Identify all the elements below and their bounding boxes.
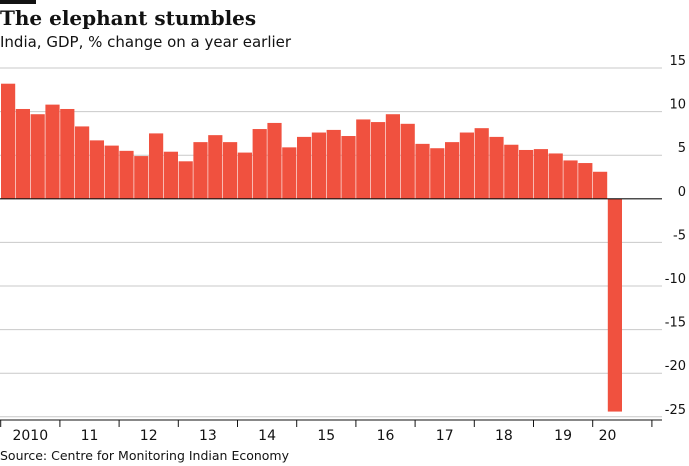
- x-tick-label: 13: [199, 428, 217, 444]
- bar: [400, 123, 415, 199]
- x-tick-label: 19: [554, 428, 572, 444]
- bar: [89, 140, 104, 199]
- x-tick-label: 15: [317, 428, 335, 444]
- bar: [134, 156, 149, 199]
- y-tick-label: -25: [665, 403, 686, 418]
- bar: [60, 108, 75, 199]
- bar: [533, 149, 548, 199]
- y-tick-label: 0: [678, 185, 686, 200]
- y-tick-label: 10: [669, 98, 686, 113]
- bar: [563, 160, 578, 199]
- bar: [45, 104, 60, 199]
- bar: [430, 148, 445, 199]
- bar: [459, 132, 474, 199]
- bar: [252, 129, 267, 199]
- x-tick-label: 2010: [12, 428, 48, 444]
- x-tick-label: 16: [377, 428, 395, 444]
- y-tick-label: -20: [665, 359, 686, 374]
- y-tick-label: -5: [673, 228, 686, 243]
- bar: [548, 153, 563, 199]
- bar: [371, 122, 386, 199]
- bar: [223, 142, 238, 199]
- x-tick-label: 18: [495, 428, 513, 444]
- chart-subtitle: India, GDP, % change on a year earlier: [0, 33, 292, 51]
- bar: [578, 163, 593, 199]
- bar: [193, 142, 208, 199]
- top-rule: [0, 0, 36, 4]
- x-tick-label: 17: [436, 428, 454, 444]
- bar: [237, 152, 252, 199]
- bar: [474, 128, 489, 199]
- bar: [341, 136, 356, 199]
- bar: [282, 147, 297, 199]
- bar: [178, 161, 193, 199]
- bar: [593, 171, 608, 199]
- y-tick-label: 15: [669, 54, 686, 69]
- bar: [489, 136, 504, 199]
- x-tick-label: 20: [599, 428, 617, 444]
- bar: [326, 129, 341, 199]
- bar: [297, 136, 312, 199]
- bar: [30, 114, 45, 199]
- bar: [385, 114, 400, 199]
- bar: [267, 122, 282, 199]
- x-tick-label: 11: [81, 428, 99, 444]
- y-tick-label: 5: [678, 141, 686, 156]
- bar: [445, 142, 460, 199]
- bar: [208, 135, 223, 199]
- bar: [607, 198, 622, 412]
- bar: [149, 133, 164, 199]
- chart-title: The elephant stumbles: [0, 6, 257, 30]
- bar: [356, 119, 371, 199]
- bar: [119, 150, 134, 199]
- bar: [1, 83, 16, 199]
- y-tick-label: -15: [665, 316, 686, 331]
- bar: [504, 144, 519, 199]
- bar: [519, 149, 534, 199]
- bar: [75, 126, 90, 199]
- bar: [15, 108, 30, 199]
- x-tick-label: 12: [140, 428, 158, 444]
- bar: [104, 145, 119, 199]
- y-tick-label: -10: [665, 272, 686, 287]
- chart-source: Source: Centre for Monitoring Indian Eco…: [0, 448, 290, 463]
- bar: [311, 132, 326, 199]
- bar: [415, 143, 430, 199]
- bar: [163, 151, 178, 199]
- x-tick-label: 14: [258, 428, 276, 444]
